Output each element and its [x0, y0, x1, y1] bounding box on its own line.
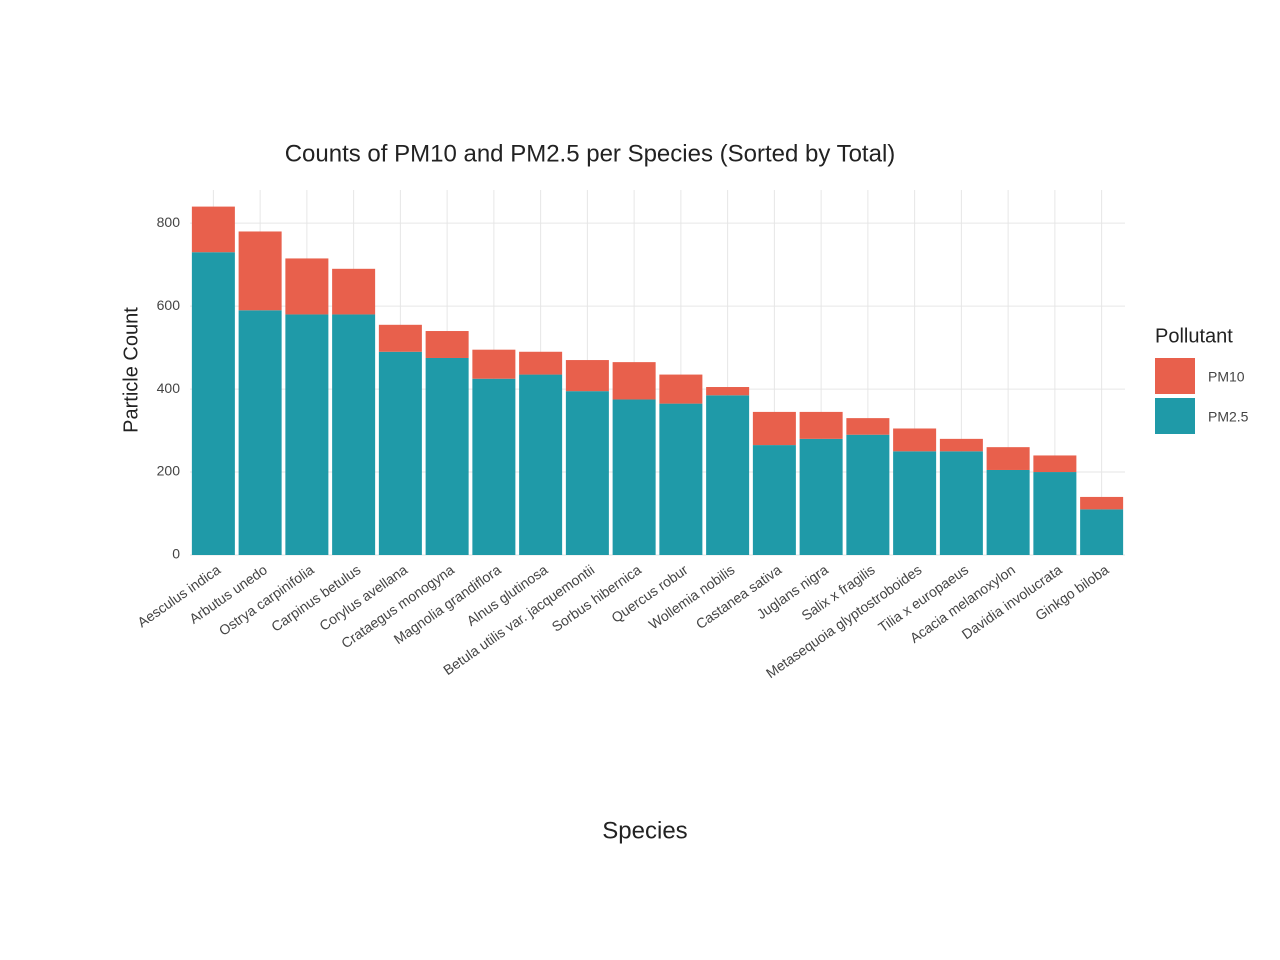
bar-segment: [238, 231, 282, 311]
legend-swatch: [1155, 398, 1195, 434]
y-tick-label: 600: [157, 297, 181, 313]
bar-segment: [659, 403, 703, 555]
bar-segment: [332, 314, 376, 555]
bar-segment: [472, 349, 516, 379]
y-tick-label: 200: [157, 463, 181, 479]
bar-segment: [565, 391, 609, 555]
y-axis-title: Particle Count: [120, 307, 142, 433]
x-axis-title: Species: [602, 817, 687, 844]
bar-segment: [799, 411, 843, 439]
bar-segment: [659, 374, 703, 404]
bar-segment: [799, 438, 843, 555]
bar-segment: [986, 469, 1030, 555]
bar-segment: [706, 395, 750, 555]
y-tick-label: 400: [157, 380, 181, 396]
bar-segment: [285, 314, 329, 555]
bar-segment: [752, 411, 796, 446]
bar-segment: [752, 445, 796, 555]
bar-segment: [425, 331, 469, 358]
bar-segment: [1080, 509, 1124, 555]
bar-segment: [285, 258, 329, 315]
legend-swatch: [1155, 358, 1195, 394]
bar-segment: [986, 447, 1030, 470]
bar-segment: [332, 268, 376, 315]
bar-segment: [191, 206, 235, 253]
bar-segment: [519, 351, 563, 375]
bar-segment: [378, 351, 422, 555]
bar-segment: [939, 438, 983, 452]
bar-segment: [425, 357, 469, 555]
bar-segment: [1033, 455, 1077, 473]
legend-label: PM10: [1208, 369, 1245, 385]
bar-segment: [238, 310, 282, 555]
bar-segment: [939, 451, 983, 555]
bar-segment: [519, 374, 563, 555]
bar-segment: [191, 252, 235, 555]
bar-segment: [612, 399, 656, 555]
bar-segment: [1080, 496, 1124, 510]
bar-segment: [1033, 472, 1077, 555]
y-tick-label: 800: [157, 214, 181, 230]
legend-title: Pollutant: [1155, 325, 1233, 347]
bar-segment: [893, 428, 937, 452]
bar-segment: [612, 362, 656, 400]
bar-segment: [706, 387, 750, 396]
bar-segment: [846, 418, 890, 435]
bar-segment: [565, 360, 609, 392]
y-tick-label: 0: [172, 546, 180, 562]
legend-label: PM2.5: [1208, 409, 1249, 425]
chart-title: Counts of PM10 and PM2.5 per Species (So…: [285, 140, 896, 167]
bar-segment: [846, 434, 890, 555]
bar-segment: [893, 451, 937, 555]
bar-segment: [378, 324, 422, 352]
bar-segment: [472, 378, 516, 555]
